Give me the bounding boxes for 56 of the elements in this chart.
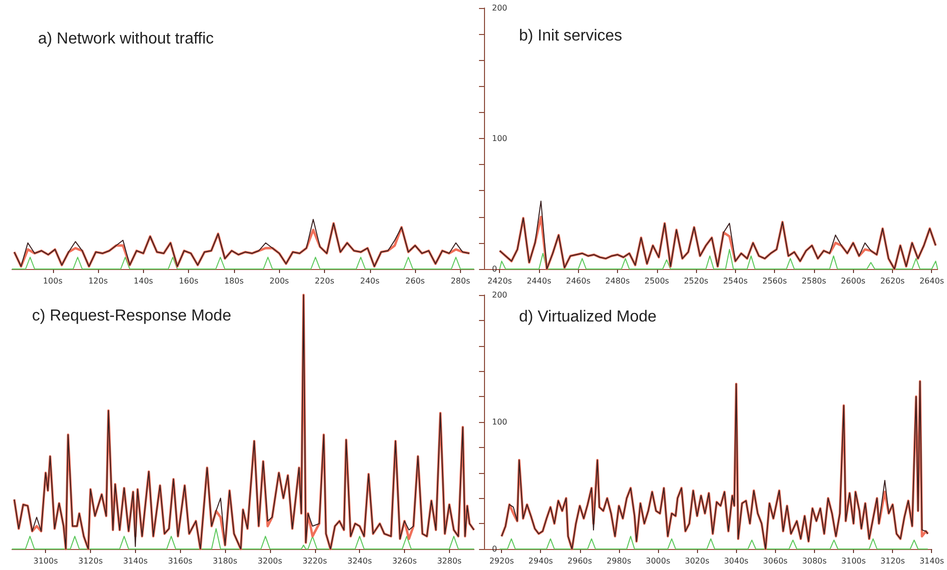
y-tick-label: 200 <box>492 4 508 12</box>
x-tick-label: 3260s <box>392 556 417 566</box>
x-tick-label: 280s <box>450 276 470 286</box>
x-tick-label: 180s <box>224 276 244 286</box>
x-tick-label: 3240s <box>347 556 372 566</box>
x-tick-label: 3140s <box>919 556 944 566</box>
x-tick-label: 2920s <box>489 556 514 566</box>
x-tick-label: 2640s <box>919 276 944 286</box>
x-tick-label: 140s <box>134 276 154 286</box>
x-tick-label: 2600s <box>840 276 866 286</box>
x-tick-label: 3180s <box>212 556 238 566</box>
x-tick-label: 2480s <box>605 276 630 286</box>
x-tick-label: 3280s <box>437 556 462 566</box>
x-tick-label: 3040s <box>724 556 748 566</box>
x-tick-label: 3200s <box>258 556 282 566</box>
x-tick-label: 2460s <box>566 276 591 286</box>
x-tick-label: 240s <box>360 276 380 286</box>
y-tick-label: 100 <box>492 418 508 426</box>
x-tick-label: 2520s <box>684 276 708 286</box>
x-tick-label: 2440s <box>526 276 552 286</box>
x-tick-label: 3020s <box>684 556 710 566</box>
x-tick-label: 3120s <box>78 556 103 566</box>
x-tick-label: 3100s <box>33 556 58 566</box>
x-tick-label: 2420s <box>487 276 512 286</box>
line-series <box>499 248 938 270</box>
line-series <box>499 536 928 550</box>
x-tick-label: 3220s <box>302 556 328 566</box>
x-tick-label: 3120s <box>880 556 905 566</box>
x-tick-label: 2500s <box>644 276 670 286</box>
y-tick-label: 200 <box>492 290 508 300</box>
x-tick-label: 2540s <box>723 276 748 286</box>
x-tick-label: 2580s <box>802 276 826 286</box>
x-tick-label: 3000s <box>646 556 670 566</box>
x-tick-label: 2980s <box>606 556 632 566</box>
text: c) Request-Response Mode <box>32 308 232 324</box>
x-tick-label: 260s <box>405 276 425 286</box>
text: b) Init services <box>519 28 622 44</box>
x-tick-label: 2960s <box>568 556 592 566</box>
x-tick-label: 160s <box>178 276 198 286</box>
y-tick-label: 100 <box>492 134 508 143</box>
text: a) Network without traffic <box>38 30 214 48</box>
x-tick-label: 220s <box>314 276 334 286</box>
x-tick-label: 3160s <box>168 556 192 566</box>
x-tick-label: 120s <box>88 276 108 286</box>
text: d) Virtualized Mode <box>519 308 657 326</box>
x-tick-label: 3100s <box>841 556 866 566</box>
x-tick-label: 3080s <box>802 556 827 566</box>
line-series <box>498 216 937 270</box>
x-tick-label: 200s <box>270 276 289 286</box>
x-tick-label: 2940s <box>528 556 553 566</box>
x-tick-label: 2560s <box>762 276 787 286</box>
line-series <box>499 200 936 270</box>
x-tick-label: 3060s <box>763 556 788 566</box>
x-tick-label: 2620s <box>880 276 905 286</box>
x-tick-label: 100s <box>43 276 62 286</box>
x-tick-label: 3140s <box>123 556 148 566</box>
